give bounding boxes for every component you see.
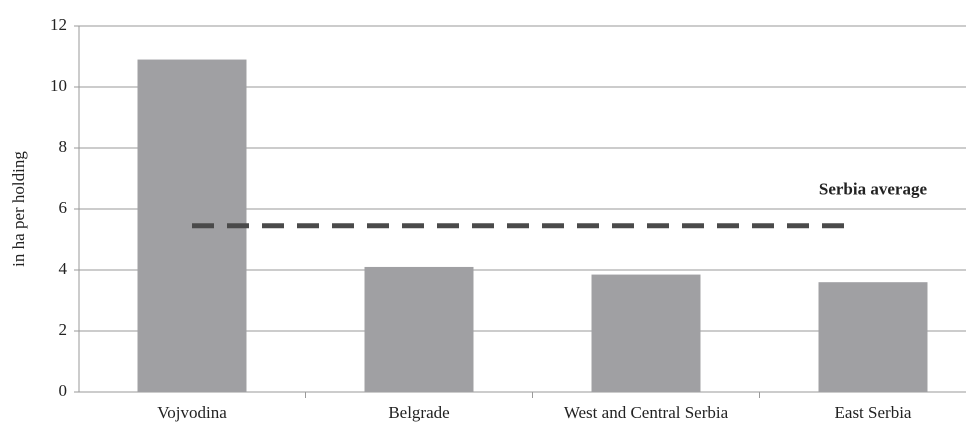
y-tick-label: 6: [59, 198, 68, 217]
y-tick-label: 10: [50, 76, 67, 95]
y-tick-label: 8: [59, 137, 68, 156]
x-tick-label: West and Central Serbia: [564, 403, 729, 422]
bar: [364, 266, 474, 392]
x-tick-label: Vojvodina: [157, 403, 227, 422]
x-tick-label: East Serbia: [835, 403, 912, 422]
reference-label: Serbia average: [819, 180, 928, 199]
bar: [591, 274, 701, 392]
x-tick-label: Belgrade: [388, 403, 449, 422]
y-tick-label: 2: [59, 320, 68, 339]
y-tick-label: 4: [59, 259, 68, 278]
y-axis-label: in ha per holding: [9, 151, 28, 267]
bar: [818, 282, 928, 392]
y-tick-label: 12: [50, 15, 67, 34]
y-tick-label: 0: [59, 381, 68, 400]
